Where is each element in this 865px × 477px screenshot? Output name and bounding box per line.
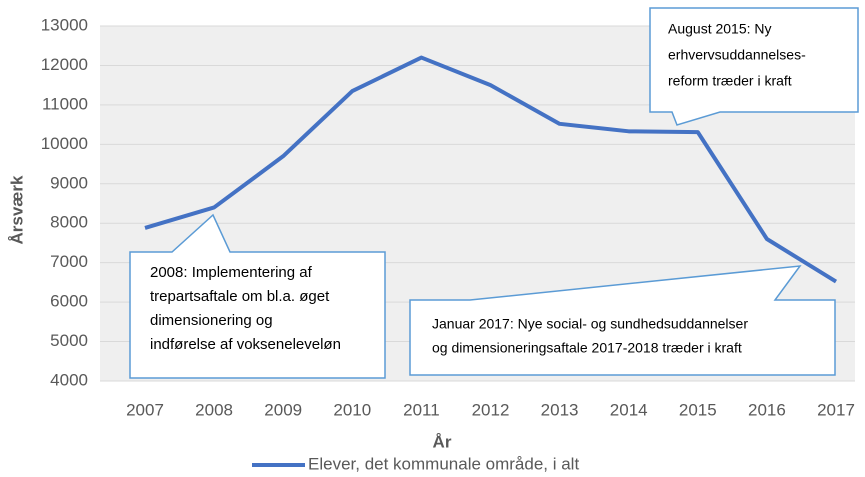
annotation-line: Januar 2017: Nye social- og sundhedsudda…	[432, 316, 748, 332]
annotation-line: 2008: Implementering af	[150, 264, 313, 281]
y-tick-label: 7000	[50, 252, 88, 271]
series	[144, 55, 838, 284]
annotation-line: indførelse af vokseneleveløn	[150, 336, 341, 353]
x-tick-label: 2007	[126, 400, 164, 419]
x-tick-label: 2017	[817, 400, 855, 419]
callout-2008	[129, 213, 386, 379]
x-tick-label: 2011	[403, 400, 440, 419]
annotation-line: dimensionering og	[150, 312, 273, 329]
x-tick-label: 2010	[333, 400, 371, 419]
y-tick-label: 9000	[50, 173, 88, 192]
x-tick-label: 2014	[610, 400, 648, 419]
x-tick-label: 2016	[748, 400, 786, 419]
x-tick-label: 2008	[195, 400, 233, 419]
y-tick-label: 12000	[41, 55, 88, 74]
annotation-line: August 2015: Ny	[668, 21, 772, 37]
y-tick-label: 5000	[50, 331, 88, 350]
y-axis-label: Årsværk	[7, 175, 26, 245]
annotation-line: og dimensioneringsaftale 2017-2018 træde…	[432, 340, 742, 356]
annotation-line: trepartsaftale om bl.a. øget	[150, 288, 330, 305]
y-tick-label: 10000	[41, 134, 88, 153]
x-axis-label: År	[433, 432, 452, 451]
y-tick-label: 4000	[50, 370, 88, 389]
y-tick-label: 13000	[41, 15, 88, 34]
annotation-line: erhvervsuddannelses-	[668, 47, 806, 63]
y-tick-label: 6000	[50, 292, 88, 311]
legend-label: Elever, det kommunale område, i alt	[308, 454, 579, 473]
annotations: 2008: Implementering af trepartsaftale om…	[150, 21, 806, 356]
x-tick-label: 2012	[472, 400, 510, 419]
grid: 4000 5000 6000 7000 8000 9000 10000 11000 12000 1…	[41, 15, 855, 419]
x-tick-label: 2013	[541, 400, 579, 419]
callout-2017	[409, 265, 836, 376]
annotation-line: reform træder i kraft	[668, 73, 792, 89]
y-tick-label: 11000	[42, 94, 88, 113]
line	[144, 55, 838, 284]
y-tick-label: 8000	[50, 213, 88, 232]
callout-2015	[649, 7, 859, 126]
x-tick-label: 2015	[679, 400, 717, 419]
x-tick-label: 2009	[264, 400, 302, 419]
